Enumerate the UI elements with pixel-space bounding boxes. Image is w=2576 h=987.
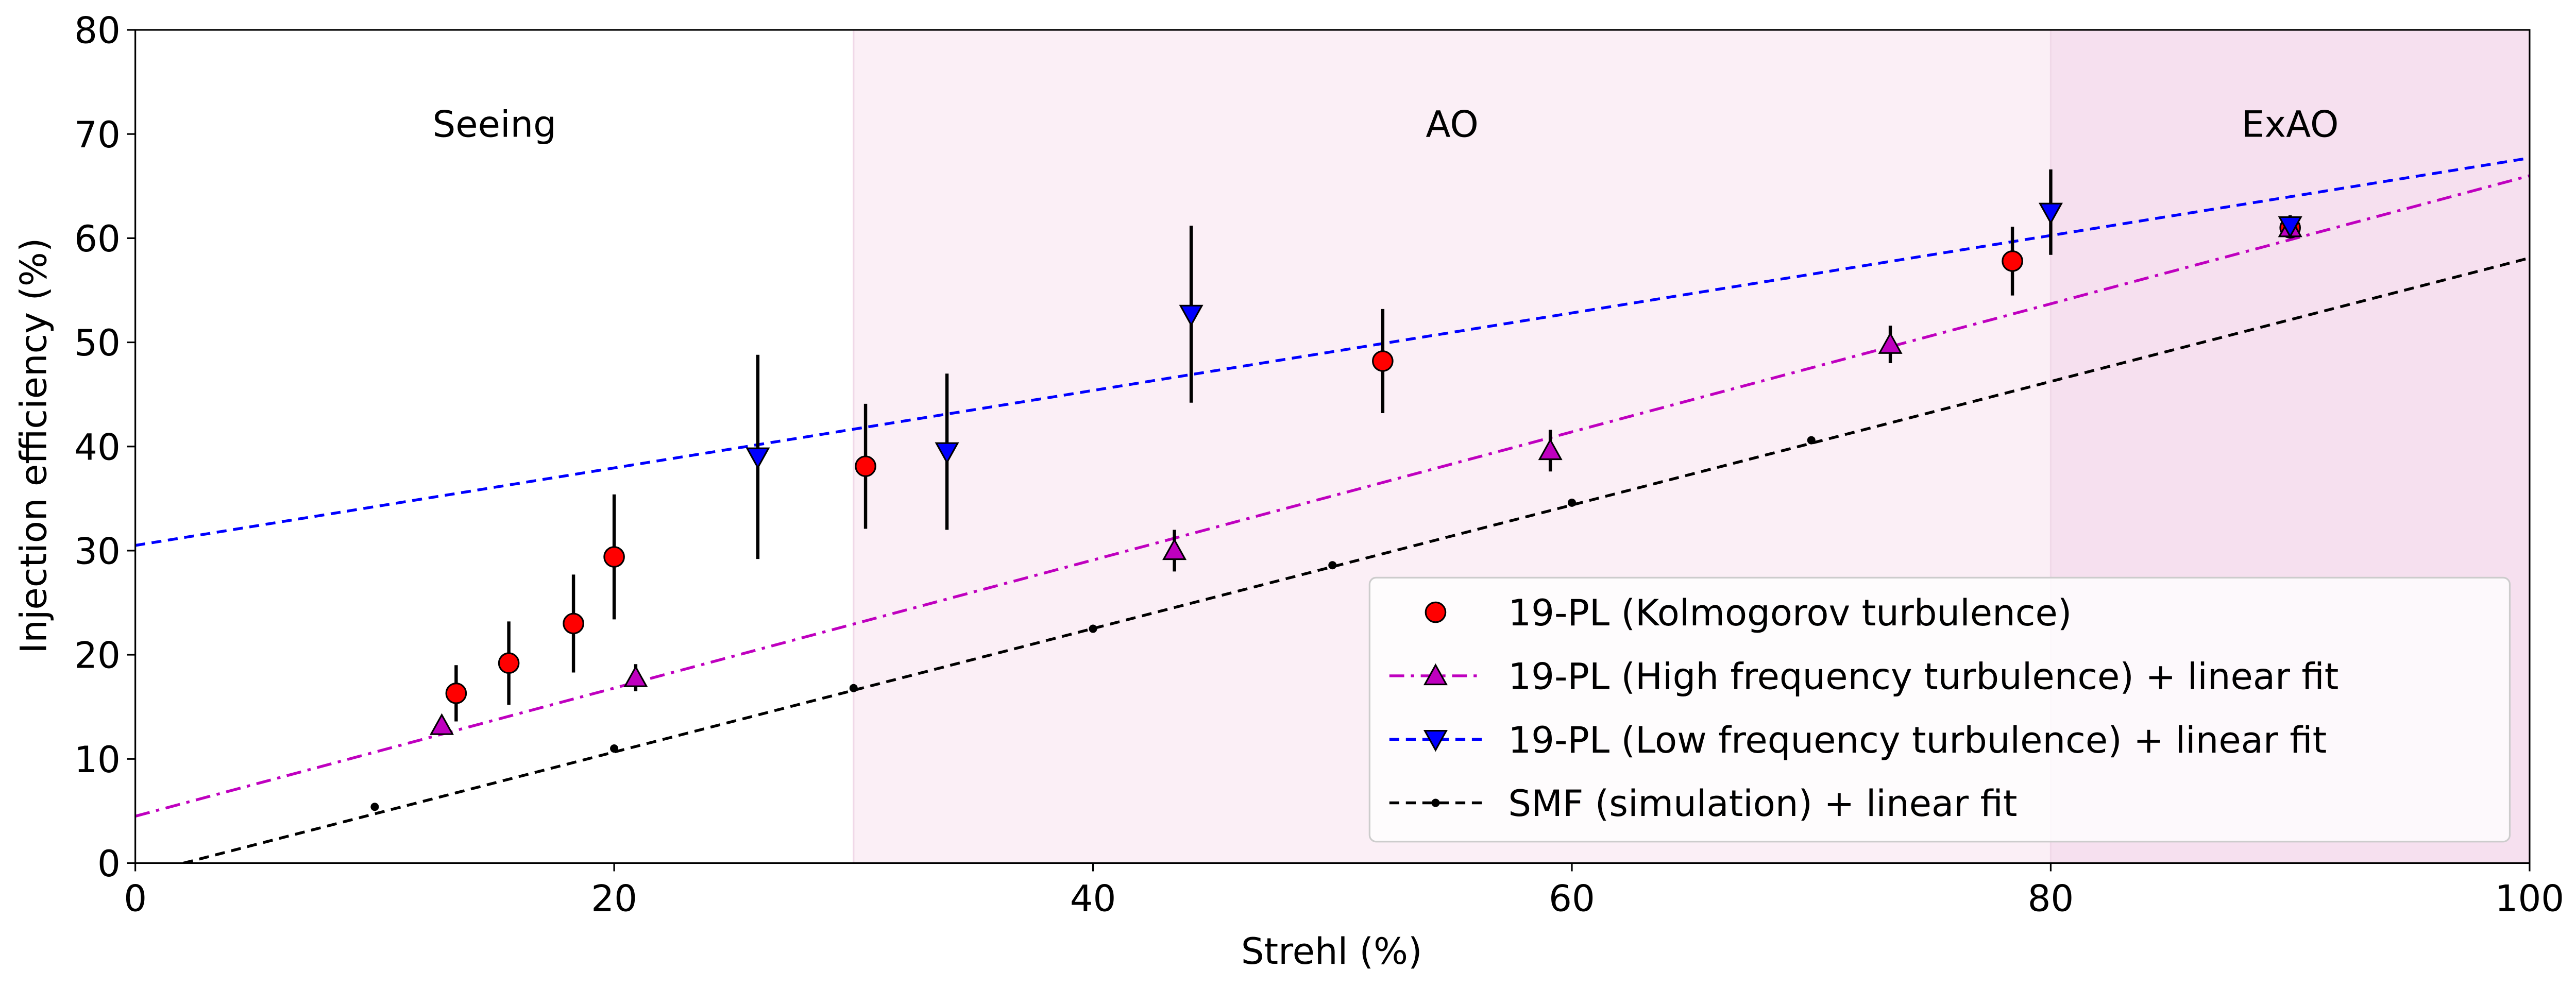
y-tick-label: 20	[74, 635, 121, 677]
y-tick-label: 50	[74, 322, 121, 364]
circle-marker	[2002, 250, 2023, 272]
triangle-up-marker	[623, 665, 648, 687]
dot-marker	[849, 684, 858, 692]
x-tick-label: 40	[1070, 877, 1116, 920]
legend-label: 19-PL (Kolmogorov turbulence)	[1508, 592, 2072, 634]
legend-label: 19-PL (Low frequency turbulence) + linea…	[1508, 719, 2327, 761]
legend-label: SMF (simulation) + linear fit	[1508, 782, 2017, 825]
triangle-down-marker	[2038, 202, 2063, 225]
dot-marker	[1567, 498, 1576, 507]
y-tick-label: 10	[74, 739, 121, 781]
y-tick-label: 0	[97, 843, 121, 885]
y-ticks: 0 10 20 30 40 50 60 70 80	[74, 10, 135, 885]
x-tick-label: 100	[2495, 877, 2564, 920]
circle-marker	[603, 546, 625, 568]
circle-marker	[563, 612, 584, 635]
data-points	[370, 169, 2302, 811]
x-tick-label: 80	[2028, 877, 2074, 920]
y-tick-label: 70	[74, 114, 121, 156]
triangle-down-marker	[1423, 729, 1448, 752]
triangle-up-marker	[1162, 538, 1187, 560]
triangle-up-marker	[429, 713, 454, 735]
triangle-down-marker	[745, 447, 770, 470]
triangle-up-marker	[1538, 438, 1563, 461]
legend: 19-PL (Kolmogorov turbulence) 19-PL (High…	[1368, 576, 2511, 843]
triangle-down-marker	[2278, 216, 2302, 239]
dot-marker	[1089, 624, 1097, 633]
y-axis-label: Injection efficiency (%)	[13, 238, 55, 654]
fit-line-series-1	[135, 174, 2530, 818]
circle-marker	[855, 455, 876, 477]
dot-marker	[1431, 798, 1440, 807]
circle-marker	[498, 652, 520, 674]
x-axis-label: Strehl (%)	[1241, 930, 1422, 973]
region-label: Seeing	[433, 104, 556, 146]
x-tick-label: 0	[124, 877, 147, 920]
circle-marker	[1425, 601, 1447, 623]
x-ticks: 0 20 40 60 80 100	[124, 863, 2564, 920]
x-tick-label: 60	[1549, 877, 1595, 920]
fit-lines	[135, 157, 2530, 863]
y-tick-label: 80	[74, 10, 121, 52]
dot-marker	[370, 803, 379, 811]
region-label: AO	[1426, 104, 1478, 146]
y-tick-label: 30	[74, 531, 121, 573]
region-labels: Seeing AO ExAO	[433, 104, 2339, 146]
legend-box	[1368, 576, 2511, 843]
region-label: ExAO	[2242, 104, 2339, 146]
triangle-down-marker	[1179, 304, 1204, 327]
region-seeing	[135, 30, 854, 863]
circle-marker	[445, 683, 467, 704]
dot-marker	[610, 744, 619, 753]
y-tick-label: 40	[74, 426, 121, 468]
triangle-down-marker	[935, 442, 959, 464]
circle-marker	[1372, 350, 1394, 372]
dot-marker	[1328, 561, 1337, 570]
legend-label: 19-PL (High frequency turbulence) + line…	[1508, 656, 2338, 698]
triangle-up-marker	[1878, 332, 1903, 354]
y-tick-label: 60	[74, 218, 121, 260]
x-tick-label: 20	[591, 877, 637, 920]
triangle-up-marker	[1423, 663, 1448, 686]
fit-line-series-2	[135, 157, 2530, 547]
dot-marker	[1807, 436, 1816, 445]
